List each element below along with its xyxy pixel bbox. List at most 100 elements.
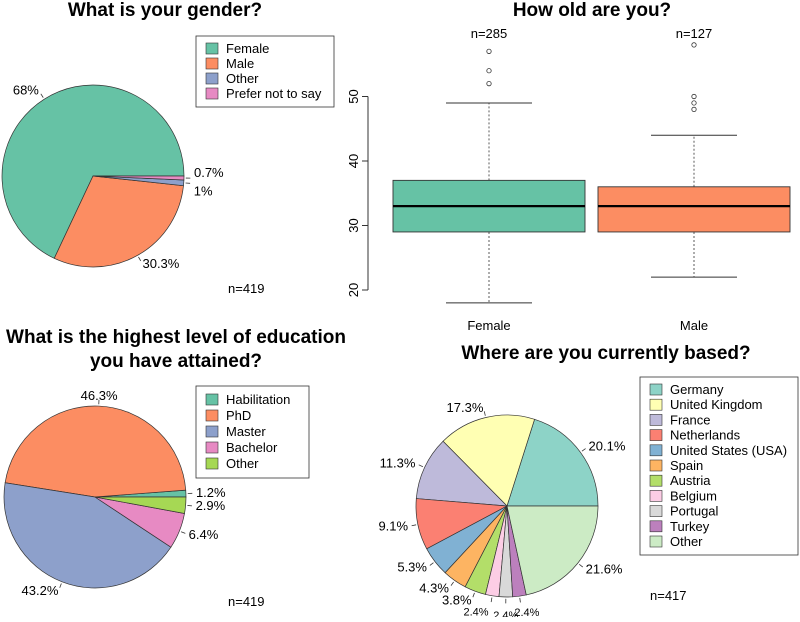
age-y-tick-label: 40 [346,154,361,168]
country-legend-label-spain: Spain [670,458,703,473]
country-legend-label-united-kingdom: United Kingdom [670,397,763,412]
education-pct-label-phd: 46.3% [81,388,118,403]
age-female-x-label: Female [467,318,510,333]
country-tick-belgium [491,598,492,602]
country-tick-spain [451,582,454,586]
education-legend-label-bachelor: Bachelor [226,440,278,455]
gender-legend-label-male: Male [226,56,254,71]
country-legend-swatch-united-kingdom [650,399,662,410]
country-legend-swatch-united-states-usa [650,445,662,456]
age-female-outlier [487,81,491,85]
country-pct-label-germany: 20.1% [589,438,626,453]
education-n-label: n=419 [228,594,265,609]
education-pct-label-bachelor: 6.4% [189,527,219,542]
country-n-label: n=417 [650,588,687,603]
country-legend-swatch-portugal [650,506,662,517]
education-legend-label-phd: PhD [226,408,251,423]
country-legend-swatch-france [650,414,662,425]
age-y-tick-label: 20 [346,283,361,297]
education-legend-label-master: Master [226,424,266,439]
gender-legend-swatch-other [206,73,218,84]
country-pct-label-netherlands: 9.1% [378,518,408,533]
age-male-x-label: Male [680,318,708,333]
education-panel: What is the highest level of education y… [4,327,346,609]
country-tick-turkey [520,598,521,603]
country-legend-swatch-spain [650,460,662,471]
education-legend-swatch-other [206,458,218,469]
education-legend-swatch-habilitation [206,394,218,405]
age-male-outlier [692,94,696,98]
country-pct-label-united-states-usa: 5.3% [397,560,427,575]
country-legend-label-belgium: Belgium [670,488,717,503]
country-legend-swatch-germany [650,384,662,395]
country-tick-united-states-usa [430,563,434,566]
gender-pie [2,85,184,267]
education-legend-swatch-bachelor [206,442,218,453]
age-male-box [598,187,790,232]
age-plot-area [376,22,787,304]
age-panel: How old are you? 20 30 40 50 n=285 Female n=1… [346,0,790,333]
country-legend-label-germany: Germany [670,382,724,397]
gender-pct-label-female: 68% [13,83,39,98]
education-legend-label-habilitation: Habilitation [226,392,290,407]
country-legend-label-austria: Austria [670,473,711,488]
age-male-n-label: n=127 [676,26,713,41]
age-y-tick-label: 50 [346,89,361,103]
country-panel: Where are you currently based? 20.1% 17.3… [378,343,798,617]
gender-legend-swatch-female [206,43,218,54]
country-legend-label-other: Other [670,534,703,549]
country-pct-label-turkey: 2.4% [514,607,539,617]
age-female-outlier [487,69,491,73]
age-title: How old are you? [513,0,671,21]
education-pct-label-master: 43.2% [22,583,59,598]
education-pie [4,406,186,588]
education-title-line1: What is the highest level of education [6,327,346,348]
education-title-line2: you have attained? [90,351,262,372]
gender-legend-label-female: Female [226,41,269,56]
education-slice-phd [5,406,186,497]
country-pct-label-other: 21.6% [586,561,623,576]
education-legend-swatch-phd [206,410,218,421]
age-boxplot: n=285 Female n=127 Male [376,22,790,333]
country-tick-austria [473,593,475,597]
country-tick-united-kingdom [484,411,485,415]
gender-n-label: n=419 [228,281,265,296]
country-legend-swatch-other [650,536,662,547]
education-pct-label-other: 2.9% [196,498,226,513]
education-legend-swatch-master [206,426,218,437]
country-pct-label-france: 11.3% [380,455,416,470]
gender-tick-female [41,94,43,98]
gender-legend-label-other: Other [226,71,259,86]
education-tick-master [60,584,62,588]
country-tick-germany [582,449,586,452]
country-legend-label-portugal: Portugal [670,504,719,519]
country-tick-france [419,465,423,467]
country-pie [416,415,598,597]
age-y-tick-label: 30 [346,218,361,232]
age-female-n-label: n=285 [471,26,508,41]
age-male-outlier [692,107,696,111]
country-title: Where are you currently based? [461,343,750,364]
country-pct-label-united-kingdom: 17.3% [447,400,484,415]
gender-title: What is your gender? [68,0,262,21]
gender-legend-swatch-prefer-not-to-say [206,88,218,99]
gender-legend-label-prefer-not-to-say: Prefer not to say [226,86,322,101]
country-legend-swatch-netherlands [650,430,662,441]
country-pct-label-belgium: 2.4% [463,607,488,617]
gender-pct-label-other: 1% [194,184,213,199]
country-legend-swatch-austria [650,475,662,486]
gender-pct-label-male: 30.3% [142,256,179,271]
country-tick-other [579,564,583,567]
age-male-outlier [692,43,696,47]
education-legend-label-other: Other [226,456,259,471]
country-legend-swatch-belgium [650,490,662,501]
country-pct-label-austria: 3.8% [442,593,472,608]
gender-tick-male [138,257,140,261]
education-tick-bachelor [181,532,185,534]
country-legend-label-france: France [670,412,710,427]
